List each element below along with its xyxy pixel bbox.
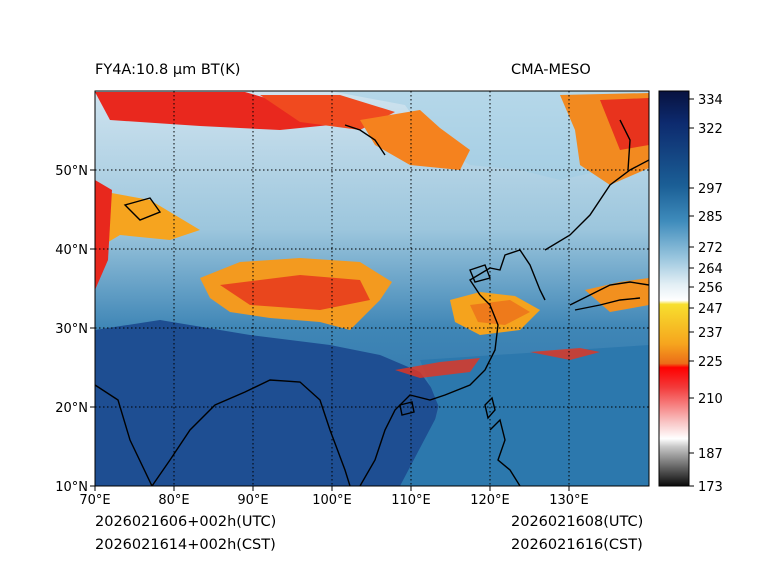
colorbar-tick-label: 237 xyxy=(698,326,723,341)
cloud-northeast xyxy=(360,110,470,170)
observation-time-utc: 2026021608(UTC) xyxy=(511,514,644,530)
colorbar xyxy=(658,90,690,487)
colorbar-tick-label: 297 xyxy=(698,182,723,197)
graticule xyxy=(95,91,649,486)
lon-label: 130°E xyxy=(549,493,589,508)
colorbar-tick-label: 173 xyxy=(698,480,723,495)
colorbar-tick-label: 334 xyxy=(698,93,723,108)
colorbar-tick-label: 225 xyxy=(698,355,723,370)
forecast-time-utc: 2026021606+002h(UTC) xyxy=(95,514,277,530)
cloud-north-band xyxy=(95,91,649,180)
observation-time-cst: 2026021616(CST) xyxy=(511,537,643,553)
lon-label: 90°E xyxy=(237,493,268,508)
cloud-japan xyxy=(585,278,649,312)
forecast-time-cst: 2026021614+002h(CST) xyxy=(95,537,276,553)
model-name: CMA-MESO xyxy=(511,62,591,78)
lon-label: 120°E xyxy=(470,493,510,508)
lat-label: 10°N xyxy=(55,480,88,495)
coastline-philippines xyxy=(489,418,521,486)
map-frame xyxy=(94,90,650,487)
warm-land-region xyxy=(95,320,440,486)
warm-ocean-region xyxy=(400,345,649,486)
coastline-yellow-sea-lake xyxy=(469,264,491,283)
cloud-south-strip xyxy=(395,358,480,378)
coastline-sakhalin xyxy=(619,119,631,171)
lat-label: 30°N xyxy=(55,322,88,337)
lat-label: 50°N xyxy=(55,164,88,179)
colorbar-tick-label: 285 xyxy=(698,210,723,225)
lon-label: 80°E xyxy=(158,493,189,508)
colorbar-tick-label: 272 xyxy=(698,241,723,256)
cloud-pacific-strip xyxy=(530,348,600,360)
colorbar-ticks xyxy=(689,98,694,487)
colorbar-tick-label: 256 xyxy=(698,281,723,296)
cloud-east-china-core xyxy=(470,300,530,325)
lat-label: 40°N xyxy=(55,243,88,258)
coastline-korea-bohai xyxy=(469,249,546,301)
lon-label: 110°E xyxy=(391,493,431,508)
coastline-japan xyxy=(569,281,649,306)
lon-label: 100°E xyxy=(312,493,352,508)
product-title: FY4A:10.8 µm BT(K) xyxy=(95,62,241,78)
lon-label: 70°E xyxy=(79,493,110,508)
axis-ticks xyxy=(90,169,570,491)
coastline-india xyxy=(95,384,153,486)
cloud-russia-east-core xyxy=(600,98,649,150)
coastline-bay-of-bengal xyxy=(151,379,351,486)
colorbar-tick-label: 264 xyxy=(698,262,723,277)
colorbar-tick-label: 247 xyxy=(698,302,723,317)
coastline-caspian xyxy=(123,197,162,221)
coastline-japan-south xyxy=(574,297,641,311)
coastline-russia-east xyxy=(544,159,649,251)
coastline-hainan xyxy=(399,401,415,416)
lat-label: 20°N xyxy=(55,401,88,416)
cloud-west-edge xyxy=(95,180,112,290)
colorbar-tick-label: 187 xyxy=(698,447,723,462)
colorbar-tick-label: 210 xyxy=(698,392,723,407)
coastline-indochina xyxy=(359,294,499,486)
colorbar-tick-label: 322 xyxy=(698,122,723,137)
coastline-lake-baikal xyxy=(344,124,386,156)
